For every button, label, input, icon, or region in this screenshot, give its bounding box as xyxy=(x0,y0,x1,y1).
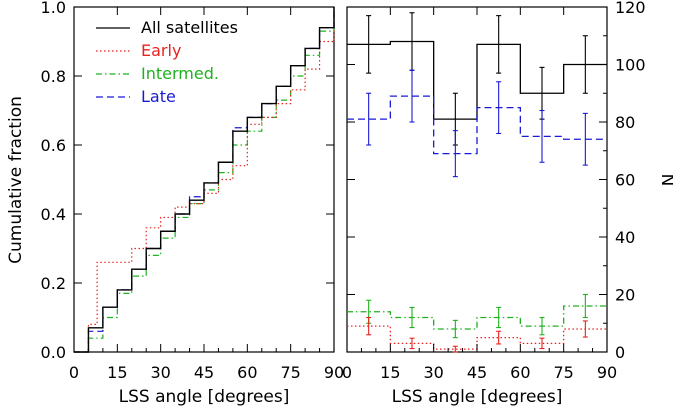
left-y-tick-label: 0.2 xyxy=(41,274,66,293)
left-ticks-group: 0 15 30 45 60 75 90 0.0 0.2 0.4 0.6 0.8 1.0 xyxy=(41,0,345,382)
hist-intermed xyxy=(347,305,607,330)
right-x-tick-label: 45 xyxy=(467,363,487,382)
left-y-tick-label: 1.0 xyxy=(41,0,66,17)
right-y-tick-label: 80 xyxy=(615,113,635,132)
left-y-tick-label: 0.6 xyxy=(41,136,66,155)
left-plot-frame xyxy=(73,6,335,353)
left-x-tick-label: 45 xyxy=(194,363,214,382)
right-x-tick-label: 30 xyxy=(423,363,443,382)
right-y-tick-label: 0 xyxy=(615,343,625,362)
left-series-all-satellites xyxy=(74,7,335,353)
left-x-tick-label: 60 xyxy=(237,363,257,382)
right-x-tick-label: 0 xyxy=(342,363,352,382)
left-x-tick-label: 90 xyxy=(324,363,344,382)
legend-label-all-satellites: All satellites xyxy=(141,18,238,37)
right-y-tick-label: 40 xyxy=(615,228,635,247)
left-x-tick-label: 30 xyxy=(150,363,170,382)
hist-all-satellites xyxy=(347,40,607,120)
right-y-tick-label: 120 xyxy=(615,0,646,17)
right-series-group xyxy=(347,12,607,353)
left-y-tick-label: 0.0 xyxy=(41,343,66,362)
legend-label-intermed: Intermed. xyxy=(141,64,219,83)
right-y-tick-label: 20 xyxy=(615,286,635,305)
left-series-intermed xyxy=(74,7,335,353)
legend-label-early: Early xyxy=(141,41,181,60)
left-y-tick-label: 0.4 xyxy=(41,205,66,224)
right-x-tick-label: 60 xyxy=(510,363,530,382)
right-x-tick-label: 15 xyxy=(380,363,400,382)
hist-late xyxy=(347,95,607,155)
right-x-tick-label: 75 xyxy=(553,363,573,382)
legend-label-late: Late xyxy=(141,87,176,106)
right-x-tick-label: 90 xyxy=(597,363,617,382)
right-y-axis-label: N xyxy=(657,174,673,187)
left-series-early xyxy=(74,7,335,353)
right-y-tick-label: 100 xyxy=(615,56,646,75)
left-y-tick-label: 0.8 xyxy=(41,67,66,86)
left-x-axis-label: LSS angle [degrees] xyxy=(119,387,290,407)
left-series-group xyxy=(74,7,335,353)
left-y-axis-label: Cumulative fraction xyxy=(6,96,26,264)
legend: All satellites Early Intermed. Late xyxy=(96,18,238,106)
right-x-axis-label: LSS angle [degrees] xyxy=(392,387,563,407)
left-x-tick-label: 75 xyxy=(280,363,300,382)
left-x-tick-label: 15 xyxy=(107,363,127,382)
left-x-tick-label: 0 xyxy=(69,363,79,382)
cumulative-fraction-panel: 0 15 30 45 60 75 90 0.0 0.2 0.4 0.6 0.8 1.0 All sate… xyxy=(6,0,344,407)
right-y-tick-label: 60 xyxy=(615,171,635,190)
left-series-late xyxy=(74,7,335,353)
